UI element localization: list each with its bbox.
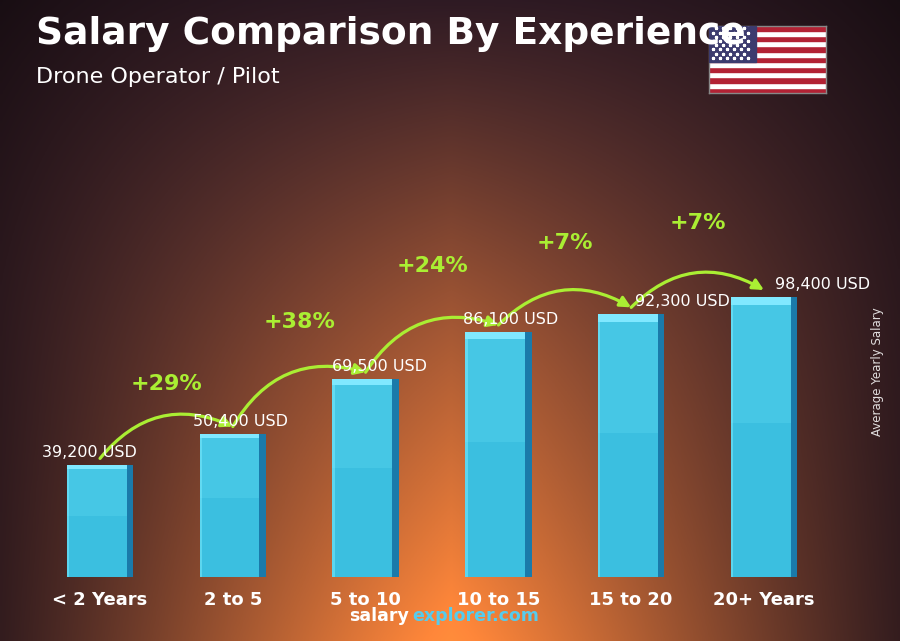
Bar [709,31,826,36]
Text: 39,200 USD: 39,200 USD [41,445,137,460]
Text: +7%: +7% [670,213,725,233]
Bar [709,41,826,46]
Bar [731,297,734,577]
Bar [709,26,756,62]
Bar [127,465,133,577]
Text: +29%: +29% [130,374,202,394]
Bar [332,379,335,577]
Bar [790,297,797,577]
Text: +38%: +38% [264,312,335,331]
Bar [709,62,826,67]
Bar [598,314,600,577]
Bar [709,36,826,41]
Bar [709,78,826,83]
Text: Average Yearly Salary: Average Yearly Salary [871,308,884,436]
Text: Salary Comparison By Experience: Salary Comparison By Experience [36,16,746,52]
Bar [67,465,127,515]
Bar [598,314,658,433]
Bar [525,332,532,577]
FancyArrowPatch shape [631,272,760,308]
Bar [598,314,658,577]
Text: explorer.com: explorer.com [412,607,539,625]
Bar [709,51,826,56]
Bar [709,88,826,93]
Text: +7%: +7% [536,233,593,253]
Bar [709,83,826,88]
Bar [709,26,826,31]
Bar [392,379,399,577]
Bar [465,332,468,577]
Bar [465,332,525,442]
Text: +24%: +24% [396,256,468,276]
Bar [200,433,202,577]
Text: 50,400 USD: 50,400 USD [193,413,288,429]
Text: 98,400 USD: 98,400 USD [775,277,869,292]
Text: 69,500 USD: 69,500 USD [332,359,428,374]
Bar [332,379,392,385]
Bar [332,379,392,468]
Bar [200,433,259,438]
Bar [731,297,790,305]
Bar [709,72,826,78]
Bar [67,465,127,577]
Bar [658,314,664,577]
Text: salary: salary [349,607,410,625]
Bar [709,46,826,51]
Bar [709,56,826,62]
Bar [731,297,790,577]
Text: Drone Operator / Pilot: Drone Operator / Pilot [36,67,280,87]
Bar [332,379,392,577]
Bar [731,297,790,423]
Bar [200,433,259,498]
Bar [200,433,259,577]
Bar [67,465,127,469]
FancyArrowPatch shape [365,317,495,372]
Bar [465,332,525,339]
Bar [67,465,69,577]
Text: 92,300 USD: 92,300 USD [635,294,730,310]
Bar [598,314,658,322]
FancyArrowPatch shape [100,414,230,458]
FancyArrowPatch shape [499,290,628,325]
Bar [709,67,826,72]
Bar [465,332,525,577]
FancyArrowPatch shape [233,365,362,426]
Text: 86,100 USD: 86,100 USD [463,312,558,327]
Bar [259,433,266,577]
